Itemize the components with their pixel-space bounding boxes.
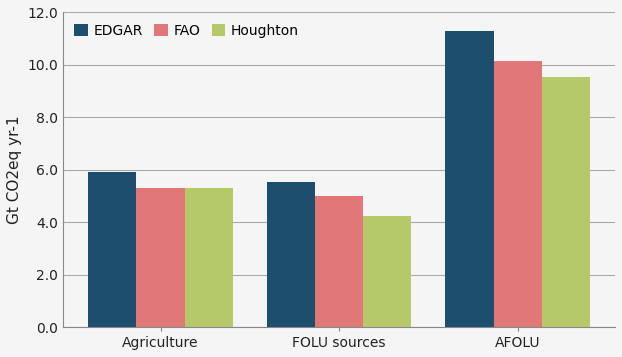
Bar bbox=[363, 216, 411, 327]
Legend: EDGAR, FAO, Houghton: EDGAR, FAO, Houghton bbox=[70, 19, 303, 42]
Bar bbox=[493, 61, 542, 327]
Bar bbox=[315, 196, 363, 327]
Bar bbox=[88, 172, 136, 327]
Bar bbox=[542, 77, 590, 327]
Bar bbox=[185, 188, 233, 327]
Y-axis label: Gt CO2eq yr-1: Gt CO2eq yr-1 bbox=[7, 115, 22, 224]
Bar bbox=[136, 188, 185, 327]
Bar bbox=[267, 181, 315, 327]
Bar bbox=[445, 31, 493, 327]
